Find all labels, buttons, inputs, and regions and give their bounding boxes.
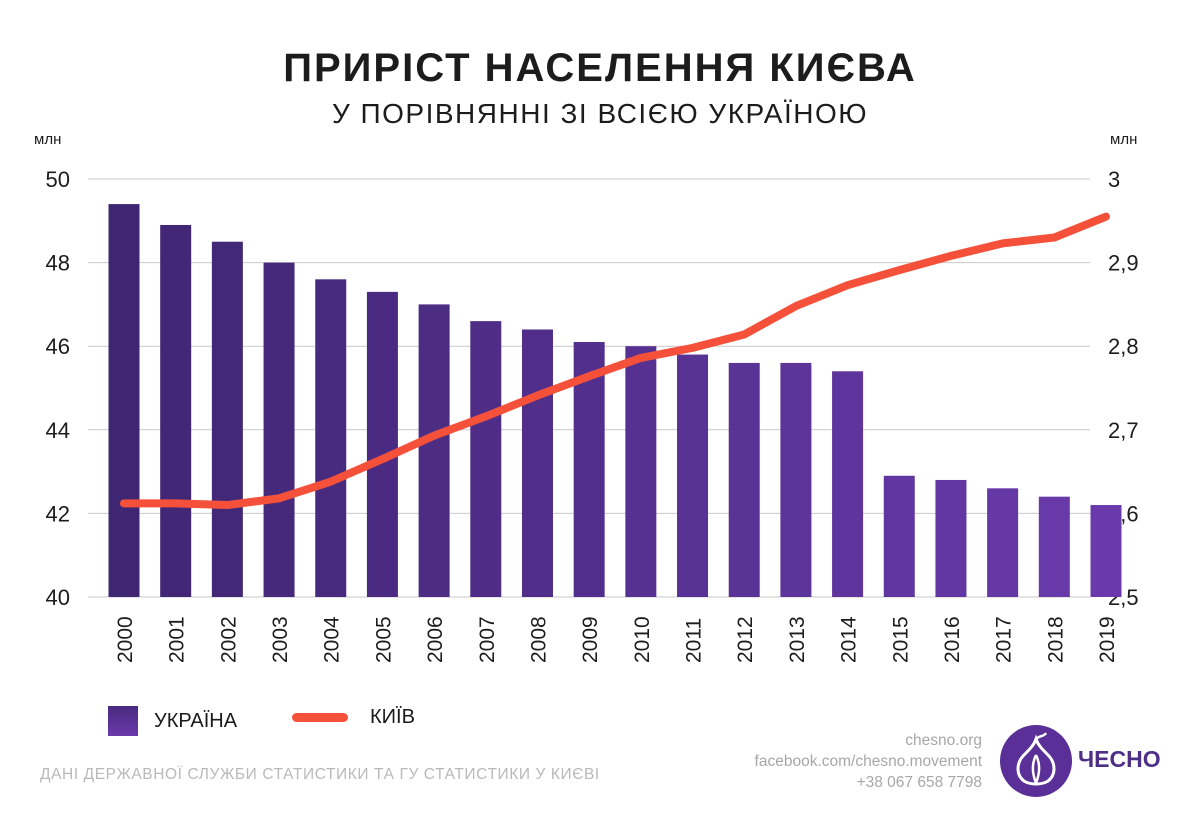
data-source: ДАНІ ДЕРЖАВНОЇ СЛУЖБИ СТАТИСТИКИ ТА ГУ С… [40,766,600,783]
legend-ukraine: УКРАЇНА [108,706,237,736]
x-tick-label: 2011 [683,618,706,663]
bar-ukraine [366,291,398,597]
x-tick-label: 2018 [1044,616,1067,663]
legend-ukraine-label: УКРАЇНА [154,709,238,732]
left-tick-label: 48 [46,251,70,276]
legend-kyiv: КИЇВ [292,706,415,729]
right-axis-unit: млн [1110,131,1137,148]
x-tick-label: 2005 [372,616,395,663]
x-tick-label: 2002 [217,616,240,663]
right-tick-label: 2,7 [1108,418,1139,443]
left-tick-label: 44 [46,418,70,443]
x-tick-label: 2013 [786,616,809,663]
chart-subtitle: У ПОРІВНЯННІ ЗІ ВСІЄЮ УКРАЇНОЮ [331,98,869,129]
x-tick-label: 2019 [1096,616,1119,663]
x-tick-label: 2014 [838,616,861,663]
x-tick-label: 2001 [166,616,189,663]
contacts: chesno.org facebook.com/chesno.movement … [755,730,982,793]
x-tick-label: 2003 [269,616,292,663]
bar-ukraine [573,342,605,597]
bar-ukraine [418,304,450,597]
bar-ukraine [832,371,864,597]
x-tick-label: 2000 [114,616,137,663]
bar-ukraine [315,279,347,597]
x-tick-label: 2016 [941,616,964,663]
bar-ukraine [883,475,915,597]
left-tick-label: 46 [46,334,70,359]
bar-ukraine [780,362,812,597]
left-tick-label: 42 [46,501,70,526]
x-tick-label: 2017 [993,616,1016,663]
garlic-icon [1000,725,1072,797]
legend-kyiv-label: КИЇВ [370,706,415,728]
contact-facebook: facebook.com/chesno.movement [754,753,982,770]
bar-ukraine [160,224,192,598]
line-kyiv [120,212,1110,510]
left-tick-label: 50 [46,167,70,192]
right-tick-label: 2,8 [1108,334,1139,359]
bar-ukraine [1038,496,1070,597]
x-tick-label: 2009 [579,616,602,663]
x-tick-label: 2006 [424,616,447,663]
bar-ukraine [211,241,243,597]
left-tick-label: 40 [46,585,70,610]
right-tick-label: 2,9 [1108,251,1139,276]
contact-phone: +38 067 658 7798 [856,774,982,791]
x-tick-label: 2015 [889,616,912,663]
legend-kyiv-line [292,713,348,722]
contact-site: chesno.org [905,732,982,749]
bar-ukraine [728,362,760,597]
bar-ukraine [935,479,967,597]
left-axis-unit: млн [34,131,61,148]
bar-ukraine [625,346,657,597]
right-tick-label: 3 [1108,167,1120,192]
bar-ukraine [1090,505,1122,597]
x-tick-label: 2007 [476,616,499,663]
bar-ukraine [521,329,553,597]
bar-ukraine [263,262,295,597]
legend-ukraine-swatch [108,706,138,736]
x-tick-label: 2004 [321,616,344,663]
x-tick-label: 2008 [527,616,550,663]
logo-text: ЧЕСНО [1078,746,1161,772]
chart-title: ПРИРІСТ НАСЕЛЕННЯ КИЄВА [283,46,917,90]
bar-ukraine [470,321,502,597]
bar-ukraine [987,488,1019,597]
x-tick-label: 2010 [631,616,654,663]
bar-ukraine [108,204,140,597]
x-tick-label: 2012 [734,616,757,663]
bar-ukraine [677,354,709,597]
